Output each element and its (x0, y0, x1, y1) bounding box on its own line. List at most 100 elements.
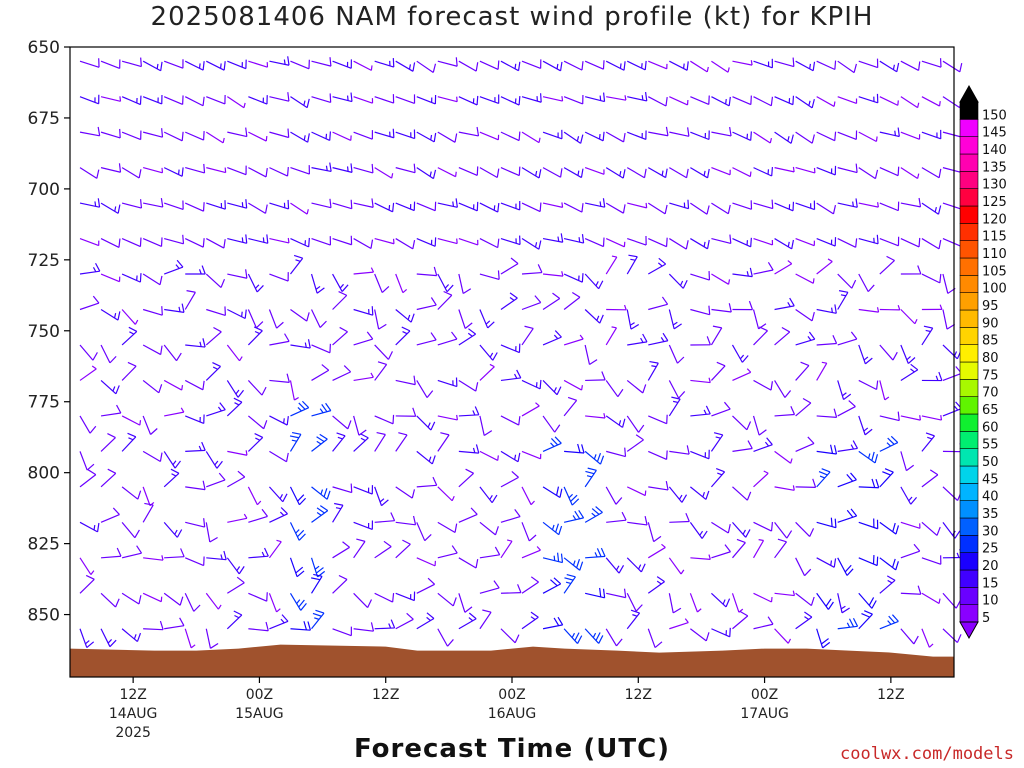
wind-barb-feather (127, 361, 137, 367)
wind-barb-staff (437, 131, 456, 143)
wind-barb (648, 480, 669, 491)
wind-barb-staff (837, 515, 857, 523)
wind-barb (100, 592, 120, 608)
wind-barb (584, 309, 604, 324)
wind-barb (290, 131, 310, 143)
wind-barb-feather (895, 525, 900, 535)
wind-barb-staff (942, 202, 963, 210)
wind-barb-staff (753, 521, 772, 532)
wind-barb-staff (626, 379, 644, 394)
wind-barb-feather (176, 259, 184, 268)
wind-barb-staff (374, 273, 383, 293)
wind-barb-feather (430, 134, 433, 141)
wind-barb-feather (379, 498, 385, 503)
wind-barb-feather (746, 271, 749, 277)
wind-barb-feather (482, 609, 492, 613)
wind-barb-staff (163, 472, 180, 488)
wind-barb-staff (563, 167, 582, 179)
wind-barb-feather (553, 617, 560, 626)
wind-barb-feather (623, 61, 626, 71)
wind-barb-feather (137, 490, 142, 500)
wind-barb-feather (518, 96, 521, 106)
wind-barb-feather (910, 368, 915, 373)
wind-barb (521, 486, 535, 506)
wind-barb-staff (79, 96, 99, 105)
wind-barb (227, 199, 248, 209)
wind-barb-feather (493, 580, 500, 589)
wind-barb (795, 200, 816, 211)
wind-barb-staff (711, 408, 731, 417)
wind-barb-feather (750, 237, 752, 247)
wind-barb-feather (241, 311, 243, 317)
wind-barb-feather (611, 255, 617, 258)
wind-barb (289, 486, 307, 506)
wind-barb-staff (606, 592, 626, 599)
wind-barb-feather (581, 444, 585, 454)
wind-barb-staff (437, 96, 458, 103)
wind-barb-staff (879, 620, 899, 630)
wind-barb (626, 609, 641, 630)
wind-barb-staff (774, 305, 795, 311)
wind-barb-feather (96, 169, 100, 179)
wind-barb (416, 577, 436, 594)
wind-barb-staff (732, 447, 753, 452)
wind-barb-staff (732, 96, 752, 106)
wind-barb-feather (886, 442, 892, 447)
wind-barb-staff (226, 614, 243, 630)
colorbar-swatch (959, 431, 979, 449)
wind-barb-staff (374, 237, 395, 245)
wind-barb (500, 509, 521, 523)
wind-barb (605, 202, 626, 214)
wind-barb-feather (265, 621, 269, 631)
wind-barb-feather (117, 311, 121, 321)
wind-barb-feather (476, 95, 479, 105)
wind-barb-staff (163, 521, 178, 538)
wind-barb-staff (563, 338, 584, 346)
wind-barb-staff (668, 486, 683, 503)
wind-barb-feather (518, 416, 521, 426)
wind-barb (248, 167, 268, 178)
wind-barb (205, 362, 221, 381)
wind-barb-feather (430, 421, 436, 431)
wind-barb-staff (563, 517, 584, 523)
wind-barb-staff (374, 627, 395, 630)
wind-barb-feather (586, 475, 593, 478)
wind-barb (290, 202, 309, 215)
wind-barb (816, 237, 837, 247)
wind-barb-feather (218, 472, 226, 481)
wind-barb-staff (437, 237, 458, 245)
wind-barb-staff (437, 434, 450, 452)
wind-barb-staff (121, 309, 136, 325)
wind-barb-feather (641, 95, 644, 101)
wind-barb-feather (462, 288, 472, 295)
wind-barb-feather (678, 494, 683, 500)
wind-barb-feather (376, 431, 386, 436)
colorbar-label: 100 (982, 282, 1007, 297)
wind-barb (816, 517, 837, 529)
wind-barb (289, 522, 306, 541)
wind-barb-staff (500, 377, 521, 382)
wind-barb (753, 262, 774, 275)
wind-barb-feather (939, 273, 942, 283)
wind-barb-staff (353, 167, 374, 174)
wind-barb (774, 327, 791, 346)
wind-barb-feather (161, 128, 164, 138)
wind-barb (647, 522, 662, 543)
wind-barb (79, 451, 95, 471)
wind-barb-feather (770, 596, 773, 603)
wind-barb-staff (921, 557, 942, 565)
wind-barb (605, 60, 626, 71)
wind-barb (690, 305, 711, 316)
wind-barb (521, 131, 541, 144)
wind-barb-feather (127, 432, 137, 438)
wind-barb-staff (79, 60, 100, 68)
wind-barb-feather (213, 326, 222, 333)
wind-barb-staff (900, 550, 920, 559)
wind-barb-feather (804, 611, 813, 618)
wind-barb-feather (807, 336, 812, 341)
wind-barb-staff (479, 131, 499, 141)
wind-barb-staff (395, 309, 412, 323)
wind-barb-feather (697, 608, 702, 613)
wind-barb (332, 483, 353, 494)
wind-barb (289, 431, 302, 452)
